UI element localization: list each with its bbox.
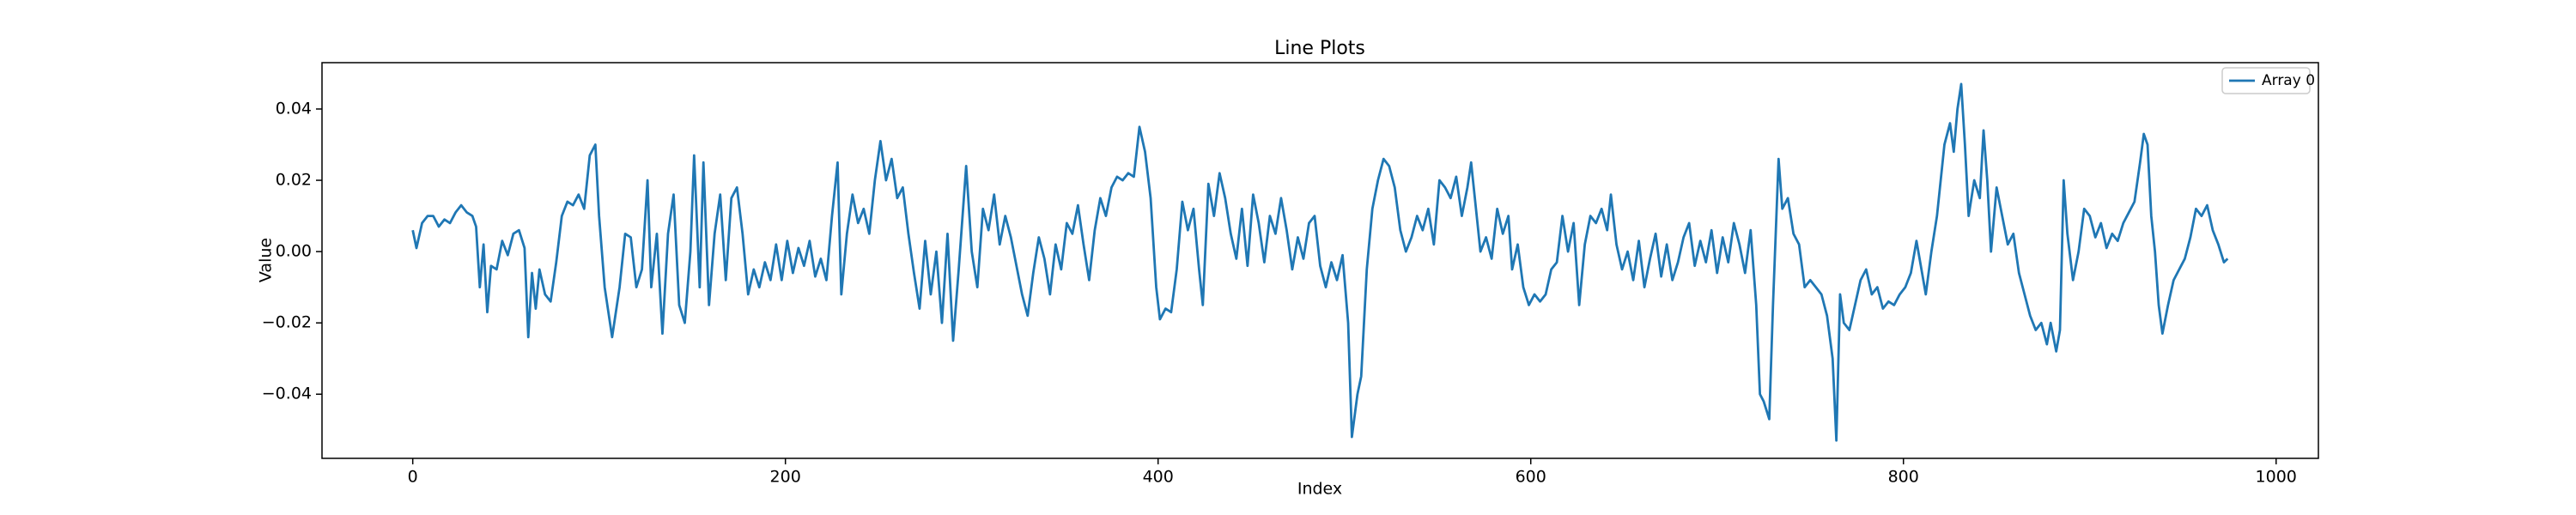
y-tick-label: −0.04 bbox=[262, 385, 312, 403]
x-tick-label: 1000 bbox=[2256, 468, 2297, 487]
x-tick-label: 400 bbox=[1143, 468, 1174, 487]
x-axis-label: Index bbox=[1297, 480, 1342, 499]
y-tick-label: −0.02 bbox=[262, 313, 312, 332]
legend-label: Array 0 bbox=[2262, 72, 2315, 89]
y-axis-label: Value bbox=[257, 238, 276, 282]
y-tick-label: 0.00 bbox=[276, 242, 312, 261]
y-tick-label: 0.02 bbox=[276, 171, 312, 190]
x-tick-label: 600 bbox=[1516, 468, 1546, 487]
chart-title: Line Plots bbox=[1274, 38, 1365, 59]
plot-frame bbox=[321, 62, 2319, 459]
data-line bbox=[411, 82, 2229, 442]
x-tick-label: 0 bbox=[408, 468, 418, 487]
legend-box bbox=[2221, 67, 2311, 94]
x-tick-label: 200 bbox=[770, 468, 801, 487]
y-tick-label: 0.04 bbox=[276, 99, 312, 118]
x-tick-label: 800 bbox=[1888, 468, 1919, 487]
